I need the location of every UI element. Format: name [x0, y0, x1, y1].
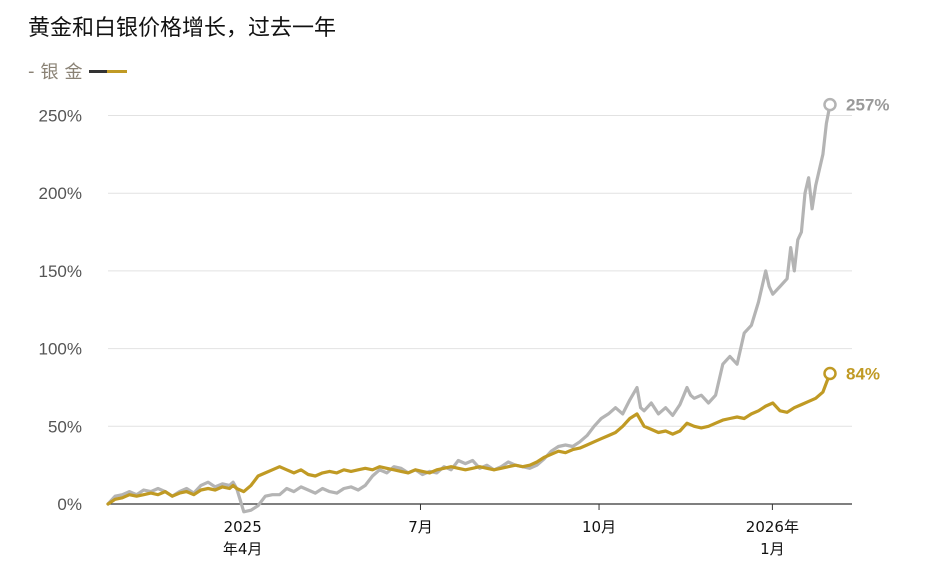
- legend-item-gold: 金: [64, 62, 83, 83]
- legend-swatch-silver: [88, 69, 109, 73]
- series-line-silver: [106, 103, 832, 514]
- y-tick-label: 0%: [57, 495, 82, 514]
- end-value-label: 84%: [846, 364, 880, 383]
- series-line-gold: [106, 371, 832, 506]
- x-tick-label: 7月: [408, 518, 433, 536]
- y-axis-ticks: 0% 50% 100% 150% 200% 250%: [39, 107, 82, 514]
- x-tick-label: 2025: [224, 518, 262, 536]
- gridlines: [108, 115, 852, 505]
- end-value-label: 257%: [846, 96, 889, 115]
- x-axis-ticks: 2025 年4月 7月 10月 2026年 1月: [223, 504, 799, 558]
- y-tick-label: 250%: [39, 107, 82, 126]
- series-lines: [106, 103, 832, 514]
- chart-title: 黄金和白银价格增长，过去一年: [28, 16, 337, 41]
- y-tick-label: 50%: [48, 417, 82, 436]
- y-tick-label: 100%: [39, 340, 82, 359]
- end-markers: 257% 84%: [823, 96, 889, 383]
- x-tick-label-line2: 年4月: [223, 540, 263, 558]
- legend-prefix: -: [28, 60, 35, 82]
- x-tick-label: 2026年: [746, 518, 799, 536]
- end-point-marker: [823, 366, 837, 381]
- chart-legend: - 银 金: [28, 58, 127, 84]
- x-tick-label-line2: 1月: [760, 540, 785, 558]
- legend-item-silver: 银: [40, 62, 59, 83]
- x-tick-label: 10月: [582, 518, 616, 536]
- legend-swatch-gold: [106, 69, 127, 73]
- end-point-marker: [823, 97, 837, 112]
- y-tick-label: 200%: [39, 184, 82, 203]
- y-tick-label: 150%: [39, 262, 82, 281]
